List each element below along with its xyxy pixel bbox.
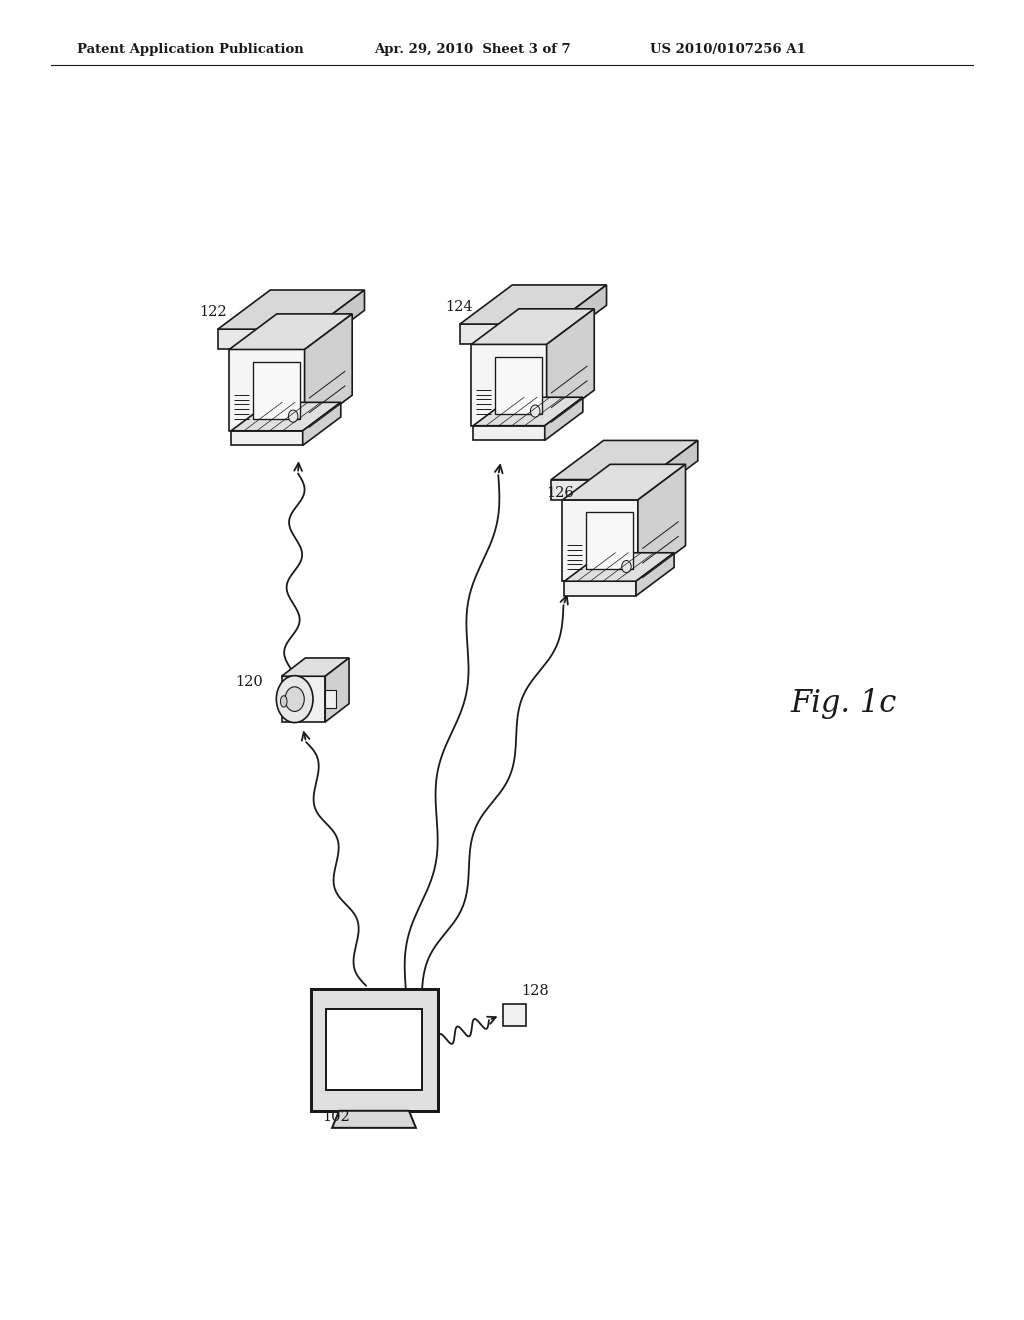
Text: 122: 122 bbox=[200, 305, 227, 319]
Text: Patent Application Publication: Patent Application Publication bbox=[77, 44, 303, 57]
Polygon shape bbox=[303, 403, 341, 445]
Polygon shape bbox=[551, 479, 645, 500]
Polygon shape bbox=[636, 553, 674, 595]
Text: US 2010/0107256 A1: US 2010/0107256 A1 bbox=[650, 44, 806, 57]
Polygon shape bbox=[229, 350, 304, 430]
Polygon shape bbox=[282, 676, 326, 722]
Ellipse shape bbox=[281, 696, 287, 708]
Polygon shape bbox=[495, 356, 542, 413]
Circle shape bbox=[276, 676, 313, 722]
Polygon shape bbox=[304, 314, 352, 430]
Polygon shape bbox=[645, 441, 697, 500]
Polygon shape bbox=[638, 465, 685, 581]
Polygon shape bbox=[545, 397, 583, 441]
Polygon shape bbox=[326, 657, 349, 722]
Polygon shape bbox=[332, 1110, 416, 1127]
Polygon shape bbox=[564, 581, 636, 595]
Polygon shape bbox=[562, 465, 685, 500]
Polygon shape bbox=[473, 397, 583, 426]
Polygon shape bbox=[460, 285, 606, 325]
Polygon shape bbox=[473, 426, 545, 441]
Polygon shape bbox=[503, 1005, 526, 1027]
Circle shape bbox=[530, 405, 540, 417]
Polygon shape bbox=[282, 657, 349, 676]
Polygon shape bbox=[218, 290, 365, 329]
Polygon shape bbox=[547, 309, 594, 426]
Polygon shape bbox=[471, 345, 547, 426]
Text: 126: 126 bbox=[546, 486, 574, 500]
Circle shape bbox=[289, 411, 298, 422]
Text: 128: 128 bbox=[521, 983, 549, 998]
Circle shape bbox=[622, 561, 631, 573]
Polygon shape bbox=[231, 403, 341, 430]
Polygon shape bbox=[231, 430, 303, 445]
Polygon shape bbox=[554, 285, 606, 345]
Polygon shape bbox=[327, 1008, 422, 1090]
Text: 102: 102 bbox=[323, 1110, 350, 1123]
Text: Apr. 29, 2010  Sheet 3 of 7: Apr. 29, 2010 Sheet 3 of 7 bbox=[374, 44, 570, 57]
Polygon shape bbox=[312, 290, 365, 350]
Polygon shape bbox=[310, 989, 437, 1110]
Polygon shape bbox=[564, 553, 674, 581]
Text: 124: 124 bbox=[445, 300, 473, 314]
Polygon shape bbox=[460, 325, 554, 345]
Text: 120: 120 bbox=[236, 675, 263, 689]
Polygon shape bbox=[229, 314, 352, 350]
Polygon shape bbox=[551, 441, 697, 479]
Circle shape bbox=[285, 686, 304, 711]
Text: Fig. 1c: Fig. 1c bbox=[791, 688, 897, 719]
Polygon shape bbox=[562, 500, 638, 581]
Polygon shape bbox=[218, 329, 312, 350]
Polygon shape bbox=[471, 309, 594, 345]
Polygon shape bbox=[253, 362, 300, 418]
Polygon shape bbox=[326, 690, 336, 709]
Polygon shape bbox=[587, 512, 633, 569]
